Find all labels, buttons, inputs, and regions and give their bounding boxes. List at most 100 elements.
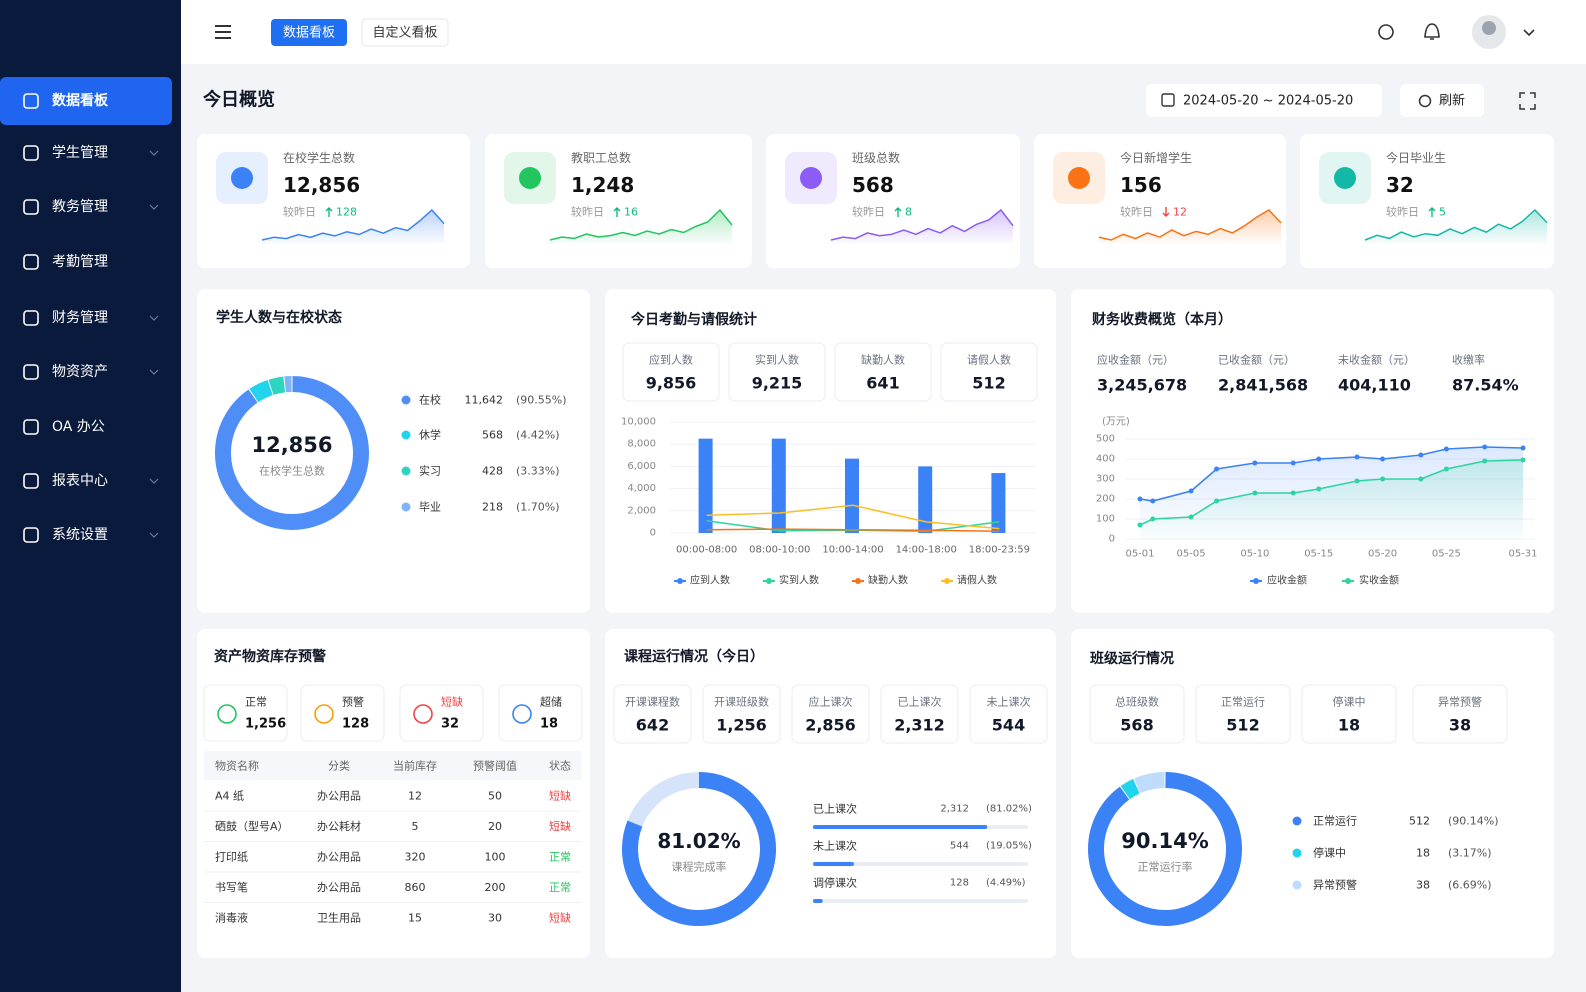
kpi-label: 教职工总数 [571,150,631,165]
legend-label: 正常运行 [1313,815,1357,828]
refresh-icon[interactable] [1378,24,1394,40]
table-cell: 30 [488,912,502,925]
bell-icon[interactable] [1424,23,1440,40]
status-value: 32 [441,717,459,732]
status-icon [512,704,532,724]
chevron[interactable] [1523,29,1535,37]
legend-dot [401,430,411,440]
menu-item[interactable]: OA 办公 [52,419,105,435]
x-tick-label: 14:00-18:00 [896,545,957,556]
menu-item[interactable]: 数据看板 [52,92,109,109]
delta-arrow [1428,207,1436,217]
kpi-delta: 8 [905,206,912,219]
progress-label: 调停课次 [813,876,857,890]
stat-box [1301,684,1397,744]
stat-label: 收缴率 [1452,353,1485,367]
y-tick-label: 100 [1096,514,1115,525]
stat-label: 请假人数 [967,353,1011,367]
fullscreen-icon[interactable] [1519,92,1536,110]
menu-item[interactable]: 财务管理 [52,310,108,326]
status-card [399,684,484,742]
point [1418,452,1424,458]
legend-percent: (90.55%) [516,394,567,407]
section-title: 今日概览 [203,89,275,111]
y-tick-label: 6,000 [627,461,656,472]
status-value: 1,256 [245,717,286,732]
kpi-value: 1,248 [571,173,634,197]
status-card [300,684,385,742]
point [1188,514,1194,520]
legend-percent: (3.17%) [1448,847,1492,860]
progress-percent: (19.05%) [986,841,1032,852]
date-picker[interactable] [1146,84,1382,117]
x-tick-label: 05-01 [1125,549,1154,560]
stat-value: 87.54% [1452,376,1519,395]
table-cell: 50 [488,790,502,803]
menu-icon [23,254,39,270]
bar [918,466,933,533]
stat-label: 停课中 [1333,695,1366,709]
menu-item[interactable]: 系统设置 [52,527,108,543]
tab[interactable] [361,18,449,47]
stat-label: 开课班级数 [714,696,769,709]
x-tick-label: 05-10 [1240,549,1269,560]
point [1214,466,1220,472]
panel-title: 课程运行情况（今日） [624,648,764,665]
kpi-icon [519,167,541,189]
delta-arrow [613,207,621,217]
avatar-head [1482,21,1496,35]
menu-item[interactable]: 考勤管理 [52,254,108,270]
menu-icon [23,527,39,543]
sparkline-area [550,210,732,244]
menu-item[interactable]: 物资资产 [52,364,108,380]
panel [197,289,590,613]
kpi-icon [1334,167,1356,189]
stat-value: 1,256 [716,716,767,735]
status-card [498,684,583,742]
legend-label: 异常预警 [1313,878,1357,892]
point [1443,446,1449,452]
line [706,504,1000,530]
kpi-icon [1068,167,1090,189]
menu-item[interactable]: 报表中心 [52,473,108,489]
legend-label: 请假人数 [957,574,997,587]
progress-percent: (4.49%) [986,878,1026,889]
progress-percent: (81.02%) [986,804,1032,815]
refresh-button[interactable] [1400,84,1484,117]
menu-item[interactable]: 学生管理 [52,145,108,161]
chevron [149,150,159,156]
sparkline-area [1099,210,1281,244]
tab-active[interactable] [271,19,347,46]
stat-value: 9,856 [646,374,697,393]
menu-item[interactable]: 教务管理 [52,199,108,215]
sparkline [830,208,1014,241]
tab: 数据看板 [283,25,335,41]
legend-label: 应到人数 [690,574,730,587]
legend-dot [401,395,411,405]
menu-icon [23,93,39,109]
legend-count: 512 [1409,815,1430,828]
kpi-delta: 16 [624,206,638,219]
table-header-cell: 状态 [549,759,571,773]
bar [845,458,859,533]
point [1290,460,1296,466]
point [1418,476,1424,482]
stat-value: 9,215 [752,374,803,393]
y-tick-label: 0 [650,528,656,539]
point [1354,454,1360,460]
bar [771,438,786,533]
donut-segment [268,376,286,395]
stat-value: 641 [866,374,899,393]
progress-bar [813,825,988,829]
x-tick-label: 18:00-23:59 [969,545,1030,556]
chevron [149,532,159,538]
kpi-delta: 5 [1439,206,1446,219]
status-icon [217,704,237,724]
table-cell: 短缺 [549,819,571,833]
legend-percent: (3.33%) [516,465,560,478]
legend-label: 实收金额 [1359,574,1399,587]
y-tick-label: 8,000 [627,439,656,450]
table-header-cell: 分类 [328,759,350,773]
menu-active[interactable] [0,77,172,125]
donut-segment [1120,778,1140,800]
